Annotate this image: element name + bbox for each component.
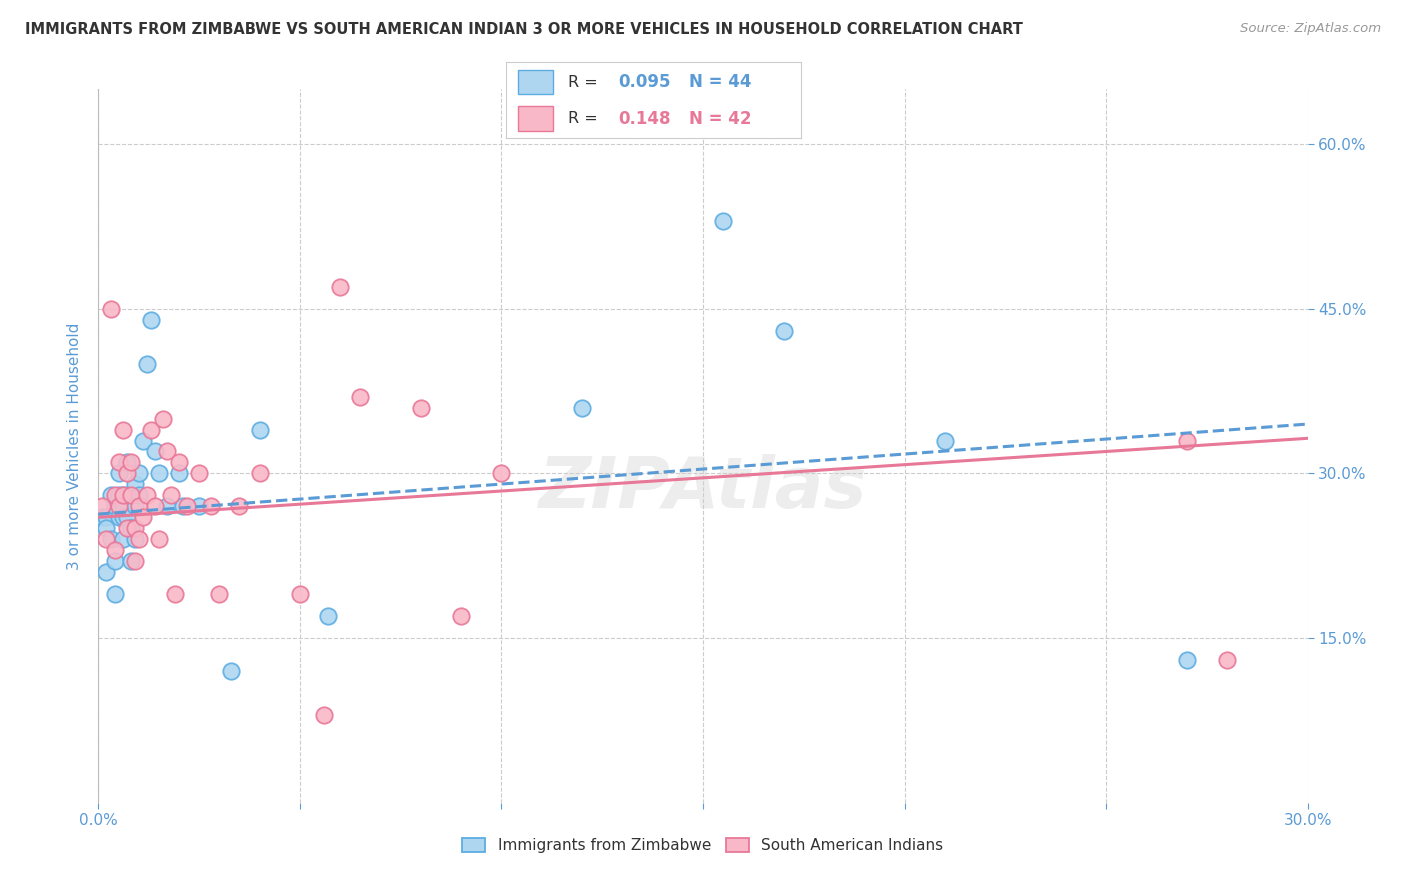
Point xyxy=(111,488,134,502)
Point xyxy=(1175,653,1198,667)
Point xyxy=(96,521,118,535)
Point xyxy=(772,324,794,338)
Point xyxy=(409,401,432,415)
Point xyxy=(111,423,134,437)
Point xyxy=(156,500,179,514)
Text: 0.095: 0.095 xyxy=(619,73,671,91)
Point xyxy=(107,500,129,514)
Point xyxy=(107,467,129,481)
Text: R =: R = xyxy=(568,111,603,126)
Point xyxy=(111,510,134,524)
Point xyxy=(115,521,138,535)
Point xyxy=(156,444,179,458)
Point xyxy=(103,543,125,558)
Point xyxy=(288,587,311,601)
Point xyxy=(120,554,142,568)
Point xyxy=(103,554,125,568)
Point xyxy=(176,500,198,514)
Point xyxy=(91,500,114,514)
Point xyxy=(128,533,150,547)
Point xyxy=(188,467,211,481)
Text: N = 44: N = 44 xyxy=(689,73,752,91)
Point xyxy=(91,510,114,524)
Point xyxy=(139,312,162,326)
Point xyxy=(163,587,186,601)
Text: IMMIGRANTS FROM ZIMBABWE VS SOUTH AMERICAN INDIAN 3 OR MORE VEHICLES IN HOUSEHOL: IMMIGRANTS FROM ZIMBABWE VS SOUTH AMERIC… xyxy=(25,22,1024,37)
Point xyxy=(132,434,155,448)
Point xyxy=(124,521,146,535)
Point xyxy=(208,587,231,601)
Point xyxy=(571,401,593,415)
Point xyxy=(96,533,118,547)
Point xyxy=(100,488,122,502)
Point xyxy=(103,500,125,514)
Point xyxy=(100,301,122,316)
Point xyxy=(143,444,166,458)
Point xyxy=(148,533,170,547)
Point xyxy=(107,455,129,469)
Point xyxy=(314,708,336,723)
Point xyxy=(1175,434,1198,448)
Text: N = 42: N = 42 xyxy=(689,110,752,128)
Point xyxy=(934,434,956,448)
Point xyxy=(107,488,129,502)
Point xyxy=(96,510,118,524)
Point xyxy=(228,500,250,514)
Point xyxy=(111,500,134,514)
Legend: Immigrants from Zimbabwe, South American Indians: Immigrants from Zimbabwe, South American… xyxy=(457,831,949,859)
Point xyxy=(167,467,190,481)
Point xyxy=(120,455,142,469)
Point xyxy=(124,500,146,514)
Point xyxy=(124,477,146,491)
Point xyxy=(111,533,134,547)
Point xyxy=(200,500,222,514)
Point xyxy=(124,554,146,568)
Point xyxy=(148,467,170,481)
Point xyxy=(96,566,118,580)
Point xyxy=(115,467,138,481)
Point xyxy=(329,280,352,294)
Point xyxy=(132,510,155,524)
Point xyxy=(249,467,271,481)
FancyBboxPatch shape xyxy=(517,70,554,95)
Point xyxy=(100,533,122,547)
Text: ZIPAtlas: ZIPAtlas xyxy=(538,454,868,524)
Point xyxy=(316,609,339,624)
Point xyxy=(120,521,142,535)
Point xyxy=(107,510,129,524)
Point xyxy=(111,488,134,502)
Point xyxy=(120,488,142,502)
Point xyxy=(120,521,142,535)
Point xyxy=(128,500,150,514)
FancyBboxPatch shape xyxy=(517,106,554,130)
Point xyxy=(143,500,166,514)
Text: 0.148: 0.148 xyxy=(619,110,671,128)
Point xyxy=(135,357,157,371)
Text: Source: ZipAtlas.com: Source: ZipAtlas.com xyxy=(1240,22,1381,36)
Point xyxy=(491,467,513,481)
Point xyxy=(135,488,157,502)
Point xyxy=(115,510,138,524)
Point xyxy=(103,587,125,601)
Point xyxy=(167,455,190,469)
Point xyxy=(711,214,734,228)
Point xyxy=(115,455,138,469)
Point xyxy=(124,533,146,547)
Y-axis label: 3 or more Vehicles in Household: 3 or more Vehicles in Household xyxy=(67,322,83,570)
Point xyxy=(152,411,174,425)
Point xyxy=(103,488,125,502)
Point xyxy=(172,500,194,514)
Point xyxy=(128,467,150,481)
Point xyxy=(139,423,162,437)
Point xyxy=(1216,653,1239,667)
Point xyxy=(115,488,138,502)
Point xyxy=(221,664,243,678)
Point xyxy=(450,609,472,624)
Point xyxy=(128,488,150,502)
Text: R =: R = xyxy=(568,75,603,90)
Point xyxy=(249,423,271,437)
Point xyxy=(349,390,371,404)
Point xyxy=(160,488,183,502)
Point xyxy=(188,500,211,514)
